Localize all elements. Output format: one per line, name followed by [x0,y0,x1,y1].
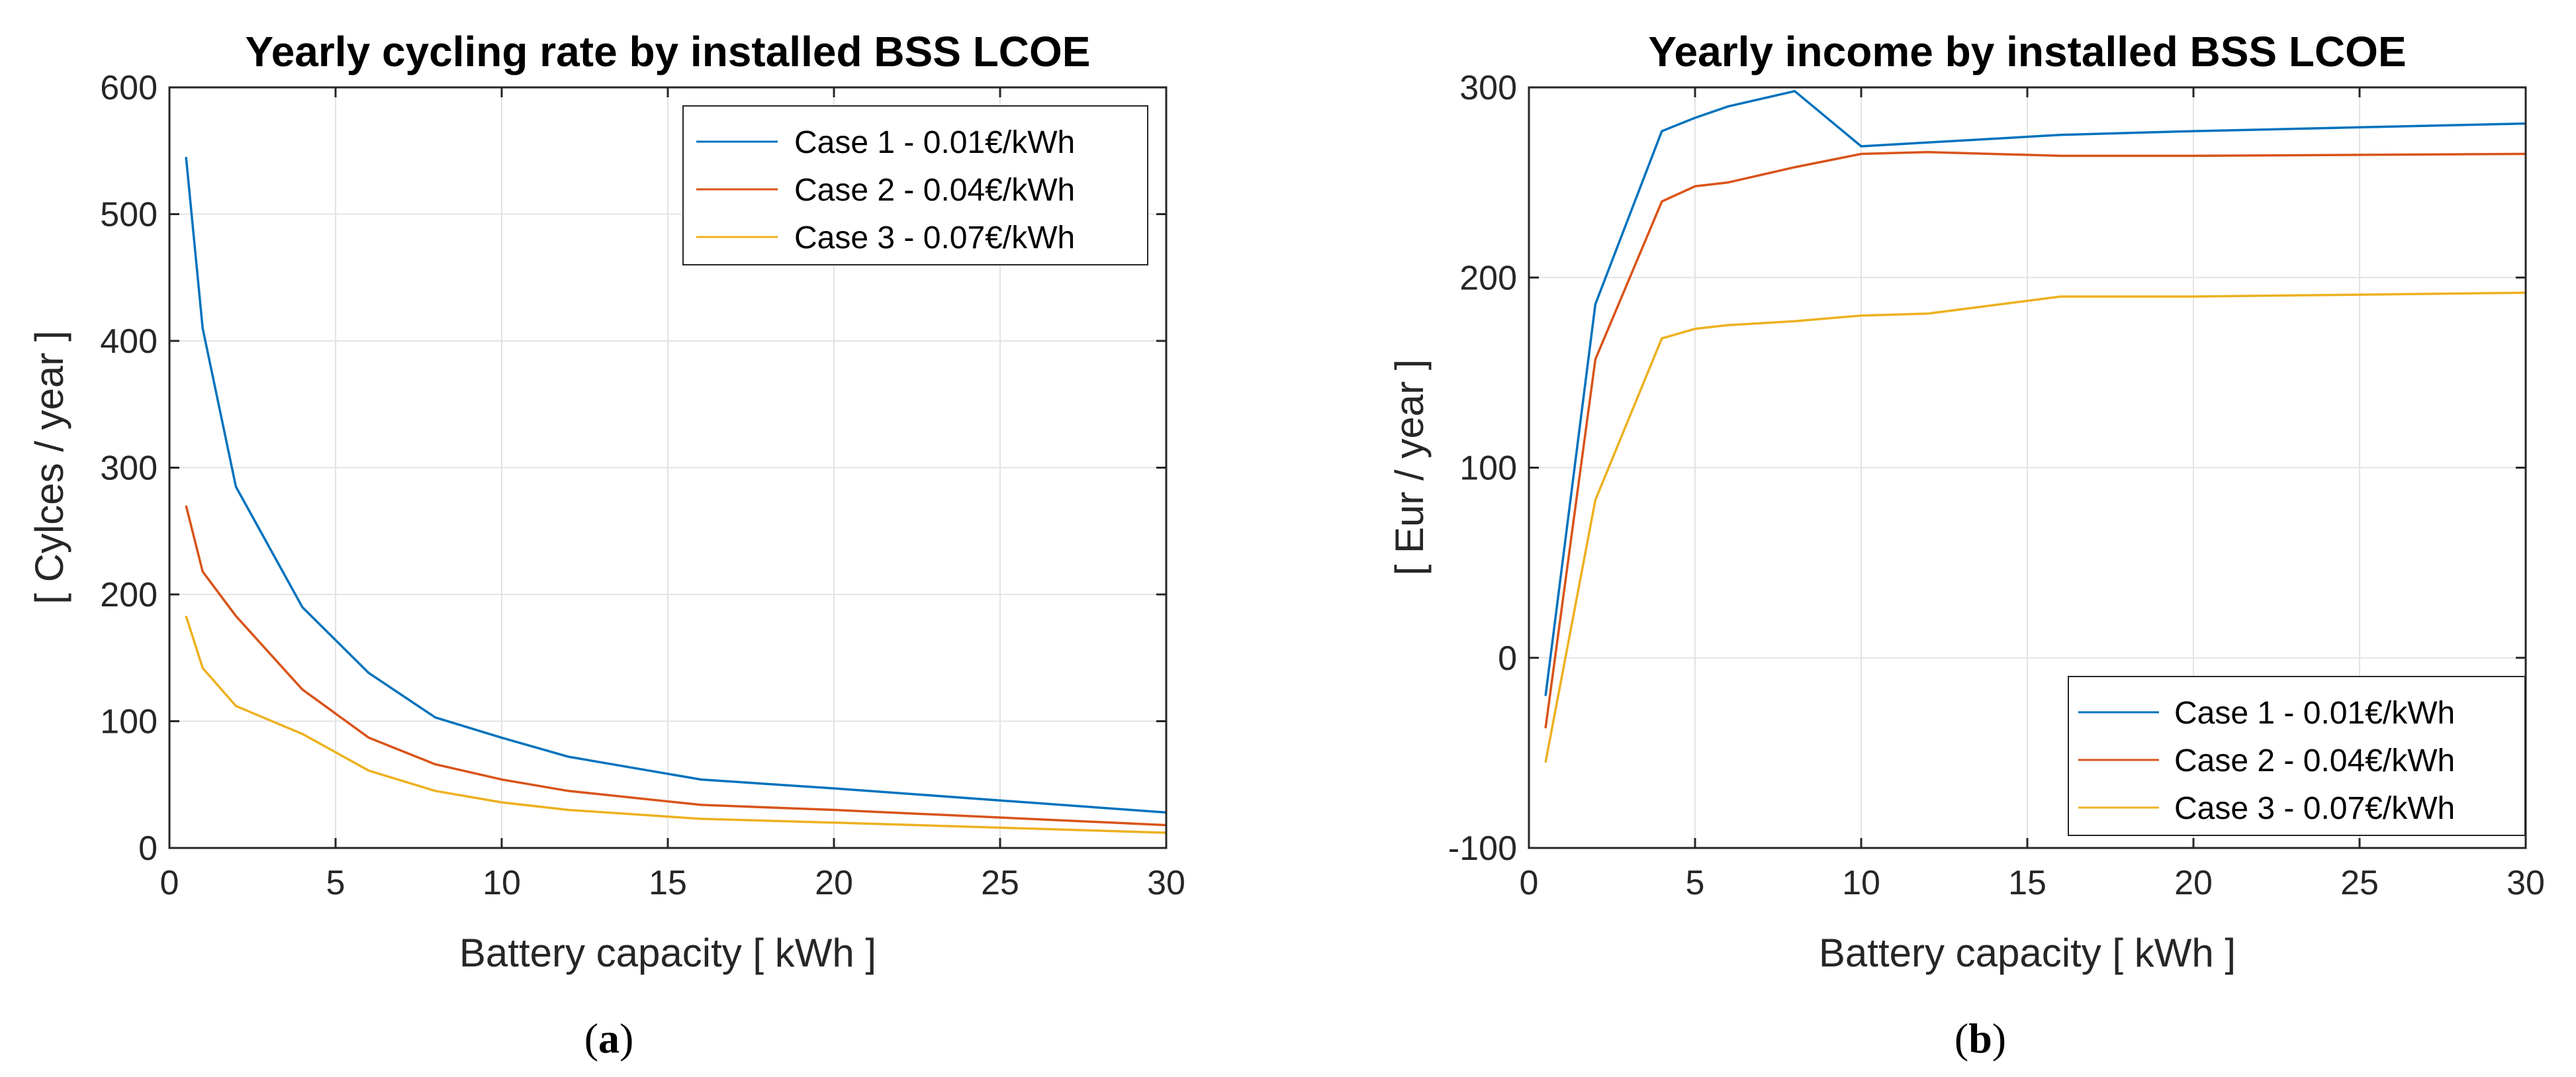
chart-b-series-case3-point [1545,762,1546,763]
chart-a-series-case1-point [700,779,702,780]
chart-b-series-case3-point [1694,328,1696,330]
chart-b-series-case1-point [1661,130,1663,132]
chart-a-legend: Case 1 - 0.01€/kWh Case 2 - 0.04€/kWh Ca… [682,105,1148,265]
chart-a-series-case3-point [833,822,835,823]
chart-a-series-case2-point [185,505,187,506]
chart-b-legend-label-case3: Case 3 - 0.07€/kWh [2174,791,2455,826]
chart-a-x-axis-label: Battery capacity [ kWh ] [459,931,876,975]
chart-a-x-tick-label: 25 [981,864,1019,902]
chart-b-title: Yearly income by installed BSS LCOE [1648,28,2406,75]
chart-b-series-case2-point [1694,185,1696,187]
chart-a-series-case2-point [567,790,569,792]
chart-a-x-tick-label: 0 [160,864,179,902]
chart-b-legend-label-case1: Case 1 - 0.01€/kWh [2174,696,2455,731]
chart-a-series-case2-point [700,804,702,806]
chart-b-series-case1-point [1727,106,1729,107]
chart-b-series-case2-point [1727,182,1729,183]
chart-b-y-tick-label: 200 [1459,259,1517,297]
chart-a-x-tick-label: 5 [326,864,345,902]
chart-b-series-case1-point [2193,130,2194,132]
chart-a-legend-label-case3: Case 3 - 0.07€/kWh [794,220,1075,256]
chart-b-series-case3-point [1927,313,1928,314]
chart-a-series-case1-point [833,788,835,789]
chart-a-title: Yearly cycling rate by installed BSS LCO… [246,28,1091,75]
chart-b-y-axis-label: [ Eur / year ] [1387,359,1432,576]
chart-a-y-tick-label: 500 [100,196,158,234]
chart-b-series-case2-point [1545,727,1546,729]
chart-b-series-case3-point [1727,324,1729,326]
chart-a-x-tick-label: 10 [483,864,521,902]
chart-a-series-case1-point [185,156,187,158]
chart-b-series-case2-point [1661,201,1663,202]
chart-b-legend-box [2068,676,2526,836]
chart-b-series-case3-point [1861,315,1862,316]
chart-b-x-axis-label: Battery capacity [ kWh ] [1819,931,2236,975]
chart-a-series-case2-point [435,764,436,765]
chart-b-x-tick-label: 5 [1686,864,1705,902]
chart-b-y-tick-label: 100 [1459,449,1517,488]
chart-a-y-axis-label: [ Cylces / year ] [27,330,71,604]
chart-a-series-case1-point [435,717,436,718]
chart-b-x-tick-label: 10 [1842,864,1880,902]
chart-b-y-tick-label: -100 [1448,829,1517,868]
chart-b-y-tick-label: 300 [1459,69,1517,107]
chart-a-series-group [185,156,1167,834]
chart-a-y-tick-label: 400 [100,322,158,361]
chart-a-legend-label-case2: Case 2 - 0.04€/kWh [794,173,1075,208]
chart-b-x-tick-label: 25 [2340,864,2379,902]
chart-b-legend: Case 1 - 0.01€/kWh Case 2 - 0.04€/kWh Ca… [2068,676,2526,836]
chart-b-series-case3-point [1661,338,1663,339]
chart-a-x-tick-label: 15 [649,864,687,902]
chart-b-series-case1-point [1861,146,1862,147]
chart-b-series-group [1544,89,2526,763]
chart-a-legend-box [682,105,1148,265]
chart-b-series-case1-point [2060,134,2061,136]
chart-a-legend-label-case1: Case 1 - 0.01€/kWh [794,125,1075,160]
chart-b-series-case3-point [1794,320,1796,322]
chart-a-y-tick-label: 600 [100,69,158,107]
caption-b: (b) [1955,1015,2006,1062]
chart-b-series-case1-point [1927,142,1928,143]
chart-b-legend-label-case2: Case 2 - 0.04€/kWh [2174,743,2455,778]
chart-a-x-tick-label: 30 [1147,864,1185,902]
chart-b-y-tick-label: 0 [1498,639,1517,678]
caption-a: (a) [584,1015,634,1062]
chart-b-x-tick-label: 0 [1520,864,1539,902]
chart-a-series-case3-point [435,790,436,792]
chart-a-y-tick-label: 100 [100,703,158,741]
chart-a-y-tick-label: 200 [100,576,158,614]
chart-a-y-tick-label: 0 [138,829,158,868]
chart-b-x-tick-label: 30 [2507,864,2545,902]
chart-a-x-tick-label: 20 [815,864,853,902]
chart-b-x-tick-label: 15 [2008,864,2047,902]
chart-b-x-tick-label: 20 [2174,864,2213,902]
chart-a-y-tick-label: 300 [100,449,158,488]
